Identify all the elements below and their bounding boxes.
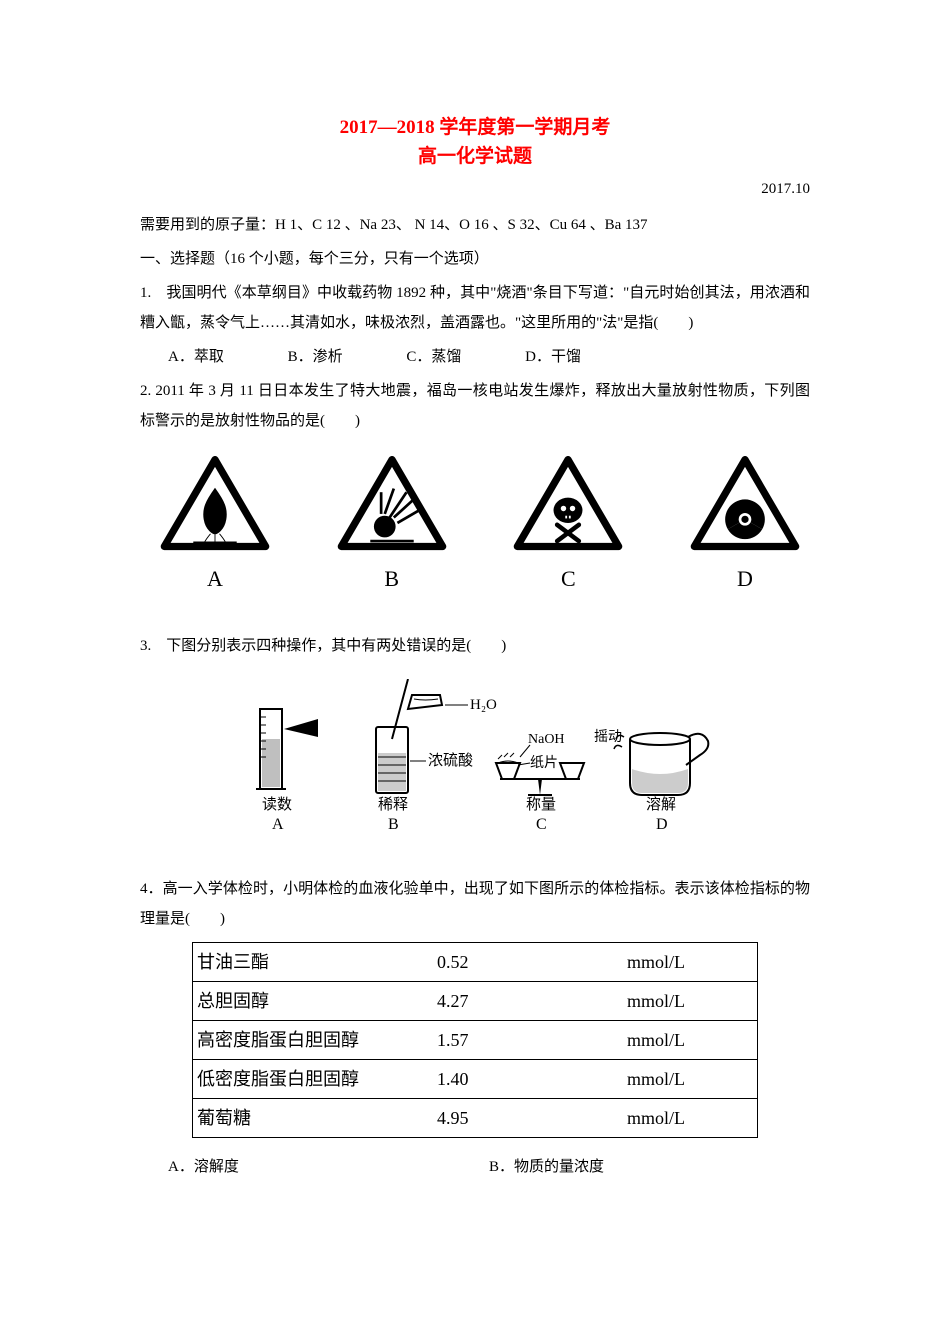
cell-name: 低密度脂蛋白胆固醇	[193, 1060, 378, 1099]
flammable-icon	[160, 456, 270, 551]
table-row: 总胆固醇 4.27 mmol/L	[193, 982, 758, 1021]
q3-acid-label: 浓硫酸	[428, 752, 473, 769]
exam-date: 2017.10	[140, 174, 810, 204]
cell-unit: mmol/L	[587, 1099, 758, 1138]
cell-name: 总胆固醇	[193, 982, 378, 1021]
table-row: 高密度脂蛋白胆固醇 1.57 mmol/L	[193, 1021, 758, 1060]
q3-b-label: B	[388, 816, 399, 833]
table-row: 甘油三酯 0.52 mmol/L	[193, 943, 758, 982]
exam-page: 2017—2018 学年度第一学期月考 高一化学试题 2017.10 需要用到的…	[0, 0, 950, 1242]
q1-option-c: C．蒸馏	[406, 342, 461, 372]
q3-weigh-label: 称量	[526, 796, 556, 813]
q3-shake-label: 摇动	[594, 729, 622, 745]
cell-value: 4.27	[377, 982, 587, 1021]
cell-unit: mmol/L	[587, 982, 758, 1021]
section-heading: 一、选择题（16 个小题，每个三分，只有一个选项）	[140, 244, 810, 274]
cell-value: 1.40	[377, 1060, 587, 1099]
exam-subtitle: 高一化学试题	[140, 144, 810, 171]
warning-b-label: B	[384, 557, 399, 601]
warning-a: A	[160, 456, 270, 601]
cell-unit: mmol/L	[587, 943, 758, 982]
q3-h2o-label: H₂O	[470, 697, 497, 713]
radioactive-icon	[690, 456, 800, 551]
blood-table-wrap: 甘油三酯 0.52 mmol/L 总胆固醇 4.27 mmol/L 高密度脂蛋白…	[140, 942, 810, 1138]
question-4: 4．高一入学体检时，小明体检的血液化验单中，出现了如下图所示的体检指标。表示该体…	[140, 874, 810, 934]
q1-option-d: D．干馏	[525, 342, 581, 372]
q1-option-b: B．渗析	[288, 342, 343, 372]
q3-d-label: D	[656, 816, 668, 833]
lab-operations-icon: 读数 A H₂O 浓硫酸 稀释 B	[240, 679, 710, 844]
cell-value: 1.57	[377, 1021, 587, 1060]
q3-c-label: C	[536, 816, 547, 833]
q3-a-label: A	[272, 816, 284, 833]
q4-option-b: B．物质的量浓度	[489, 1152, 810, 1182]
cell-unit: mmol/L	[587, 1060, 758, 1099]
q3-paper-label: 纸片	[530, 755, 558, 771]
operations-figure: 读数 A H₂O 浓硫酸 稀释 B	[140, 679, 810, 844]
cell-value: 4.95	[377, 1099, 587, 1138]
question-1: 1. 我国明代《本草纲目》中收载药物 1892 种，其中"烧酒"条目下写道："自…	[140, 278, 810, 338]
table-row: 低密度脂蛋白胆固醇 1.40 mmol/L	[193, 1060, 758, 1099]
warning-d: D	[690, 456, 800, 601]
cell-unit: mmol/L	[587, 1021, 758, 1060]
blood-test-table: 甘油三酯 0.52 mmol/L 总胆固醇 4.27 mmol/L 高密度脂蛋白…	[192, 942, 758, 1138]
warning-b: B	[337, 456, 447, 601]
explosive-icon	[337, 456, 447, 551]
cell-name: 葡萄糖	[193, 1099, 378, 1138]
warning-a-label: A	[207, 557, 223, 601]
warning-signs-row: A B	[160, 456, 810, 601]
cell-name: 甘油三酯	[193, 943, 378, 982]
warning-c-label: C	[561, 557, 576, 601]
table-row: 葡萄糖 4.95 mmol/L	[193, 1099, 758, 1138]
q3-read-label: 读数	[262, 796, 292, 813]
exam-title: 2017—2018 学年度第一学期月考	[140, 115, 810, 142]
q3-dissolve-label: 溶解	[646, 796, 676, 813]
warning-d-label: D	[737, 557, 753, 601]
atomic-masses: 需要用到的原子量：H 1、C 12 、Na 23、 N 14、O 16 、S 3…	[140, 210, 810, 240]
cell-value: 0.52	[377, 943, 587, 982]
question-4-options: A．溶解度 B．物质的量浓度	[140, 1152, 810, 1182]
cell-name: 高密度脂蛋白胆固醇	[193, 1021, 378, 1060]
question-3: 3. 下图分别表示四种操作，其中有两处错误的是( )	[140, 631, 810, 661]
q1-option-a: A．萃取	[168, 342, 224, 372]
q4-option-a: A．溶解度	[140, 1152, 489, 1182]
toxic-icon	[513, 456, 623, 551]
question-1-options: A．萃取 B．渗析 C．蒸馏 D．干馏	[140, 342, 810, 372]
q3-dilute-label: 稀释	[378, 796, 408, 813]
question-2: 2. 2011 年 3 月 11 日日本发生了特大地震，福岛一核电站发生爆炸，释…	[140, 376, 810, 436]
q3-naoh-label: NaOH	[528, 732, 565, 747]
warning-c: C	[513, 456, 623, 601]
